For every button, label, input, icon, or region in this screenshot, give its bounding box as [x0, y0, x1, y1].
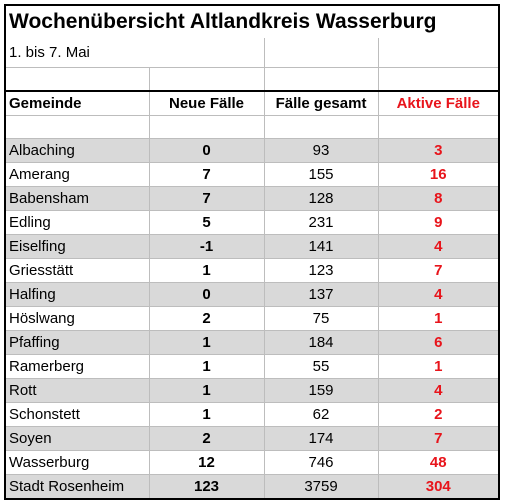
cell-aktive-faelle[interactable]: 2 [377, 402, 500, 427]
sheet-subtitle[interactable]: 1. bis 7. Mai [4, 37, 150, 68]
cell-aktive-faelle[interactable]: 48 [377, 450, 500, 475]
cell-aktive-faelle[interactable]: 9 [377, 210, 500, 235]
cell-neue-faelle[interactable]: 1 [148, 378, 265, 403]
cell-faelle-gesamt[interactable]: 746 [263, 450, 379, 475]
cell-gemeinde[interactable]: Wasserburg [4, 450, 150, 475]
header-row: Gemeinde Neue Fälle Fälle gesamt Aktive … [4, 90, 500, 116]
empty-cell[interactable] [148, 67, 265, 92]
cell-neue-faelle[interactable]: 1 [148, 354, 265, 379]
cell-neue-faelle[interactable]: 1 [148, 330, 265, 355]
sheet-title[interactable]: Wochenübersicht Altlandkreis Wasserburg [4, 4, 500, 38]
cell-neue-faelle[interactable]: 2 [148, 306, 265, 331]
cell-neue-faelle[interactable]: 1 [148, 258, 265, 283]
cell-faelle-gesamt[interactable]: 137 [263, 282, 379, 307]
table-row: Pfaffing 1 184 6 [4, 330, 500, 355]
subtitle-row: 1. bis 7. Mai [4, 37, 500, 68]
cell-aktive-faelle[interactable]: 7 [377, 258, 500, 283]
cell-neue-faelle[interactable]: 7 [148, 186, 265, 211]
cell-aktive-faelle[interactable]: 304 [377, 474, 500, 500]
title-row: Wochenübersicht Altlandkreis Wasserburg [4, 4, 500, 38]
spacer-row [4, 67, 500, 92]
cell-neue-faelle[interactable]: 12 [148, 450, 265, 475]
cell-gemeinde[interactable]: Amerang [4, 162, 150, 187]
cell-faelle-gesamt[interactable]: 174 [263, 426, 379, 451]
cell-faelle-gesamt[interactable]: 123 [263, 258, 379, 283]
cell-gemeinde[interactable]: Edling [4, 210, 150, 235]
cell-aktive-faelle[interactable]: 1 [377, 306, 500, 331]
header-aktive-faelle[interactable]: Aktive Fälle [377, 90, 500, 116]
table-row: Amerang 7 155 16 [4, 162, 500, 187]
empty-cell[interactable] [263, 37, 379, 68]
cell-aktive-faelle[interactable]: 16 [377, 162, 500, 187]
cell-faelle-gesamt[interactable]: 159 [263, 378, 379, 403]
cell-aktive-faelle[interactable]: 4 [377, 378, 500, 403]
cell-neue-faelle[interactable]: 2 [148, 426, 265, 451]
spacer-row [4, 115, 500, 139]
cell-neue-faelle[interactable]: 0 [148, 138, 265, 163]
empty-cell[interactable] [148, 115, 265, 139]
empty-cell[interactable] [377, 115, 500, 139]
cell-gemeinde[interactable]: Albaching [4, 138, 150, 163]
cell-faelle-gesamt[interactable]: 93 [263, 138, 379, 163]
header-faelle-gesamt[interactable]: Fälle gesamt [263, 90, 379, 116]
table-row: Schonstett 1 62 2 [4, 402, 500, 427]
cell-gemeinde[interactable]: Ramerberg [4, 354, 150, 379]
empty-cell[interactable] [4, 115, 150, 139]
cell-aktive-faelle[interactable]: 4 [377, 282, 500, 307]
cell-gemeinde[interactable]: Schonstett [4, 402, 150, 427]
table-row: Höslwang 2 75 1 [4, 306, 500, 331]
cell-neue-faelle[interactable]: 1 [148, 402, 265, 427]
empty-cell[interactable] [4, 67, 150, 92]
header-gemeinde[interactable]: Gemeinde [4, 90, 150, 116]
cell-faelle-gesamt[interactable]: 55 [263, 354, 379, 379]
cell-faelle-gesamt[interactable]: 155 [263, 162, 379, 187]
empty-cell[interactable] [148, 37, 265, 68]
table-row: Stadt Rosenheim 123 3759 304 [4, 474, 500, 500]
table-row: Albaching 0 93 3 [4, 138, 500, 163]
table-row: Edling 5 231 9 [4, 210, 500, 235]
cell-faelle-gesamt[interactable]: 184 [263, 330, 379, 355]
cell-faelle-gesamt[interactable]: 75 [263, 306, 379, 331]
cell-aktive-faelle[interactable]: 7 [377, 426, 500, 451]
cell-gemeinde[interactable]: Halfing [4, 282, 150, 307]
cell-faelle-gesamt[interactable]: 141 [263, 234, 379, 259]
cell-neue-faelle[interactable]: 7 [148, 162, 265, 187]
cell-aktive-faelle[interactable]: 4 [377, 234, 500, 259]
cell-neue-faelle[interactable]: 5 [148, 210, 265, 235]
table-row: Halfing 0 137 4 [4, 282, 500, 307]
table-row: Rott 1 159 4 [4, 378, 500, 403]
cell-faelle-gesamt[interactable]: 128 [263, 186, 379, 211]
header-neue-faelle[interactable]: Neue Fälle [148, 90, 265, 116]
table-row: Babensham 7 128 8 [4, 186, 500, 211]
cell-faelle-gesamt[interactable]: 231 [263, 210, 379, 235]
cell-gemeinde[interactable]: Soyen [4, 426, 150, 451]
cell-aktive-faelle[interactable]: 6 [377, 330, 500, 355]
cell-gemeinde[interactable]: Stadt Rosenheim [4, 474, 150, 500]
cell-faelle-gesamt[interactable]: 62 [263, 402, 379, 427]
cell-neue-faelle[interactable]: 123 [148, 474, 265, 500]
weekly-overview-table: Wochenübersicht Altlandkreis Wasserburg … [4, 4, 500, 500]
cell-gemeinde[interactable]: Babensham [4, 186, 150, 211]
table-row: Eiselfing -1 141 4 [4, 234, 500, 259]
cell-aktive-faelle[interactable]: 8 [377, 186, 500, 211]
cell-neue-faelle[interactable]: -1 [148, 234, 265, 259]
cell-gemeinde[interactable]: Rott [4, 378, 150, 403]
empty-cell[interactable] [263, 67, 379, 92]
table-row: Griesstätt 1 123 7 [4, 258, 500, 283]
cell-aktive-faelle[interactable]: 1 [377, 354, 500, 379]
cell-gemeinde[interactable]: Griesstätt [4, 258, 150, 283]
table-row: Ramerberg 1 55 1 [4, 354, 500, 379]
cell-gemeinde[interactable]: Eiselfing [4, 234, 150, 259]
empty-cell[interactable] [377, 37, 500, 68]
empty-cell[interactable] [263, 115, 379, 139]
cell-gemeinde[interactable]: Pfaffing [4, 330, 150, 355]
cell-gemeinde[interactable]: Höslwang [4, 306, 150, 331]
table-row: Wasserburg 12 746 48 [4, 450, 500, 475]
empty-cell[interactable] [377, 67, 500, 92]
cell-aktive-faelle[interactable]: 3 [377, 138, 500, 163]
table-row: Soyen 2 174 7 [4, 426, 500, 451]
cell-neue-faelle[interactable]: 0 [148, 282, 265, 307]
cell-faelle-gesamt[interactable]: 3759 [263, 474, 379, 500]
